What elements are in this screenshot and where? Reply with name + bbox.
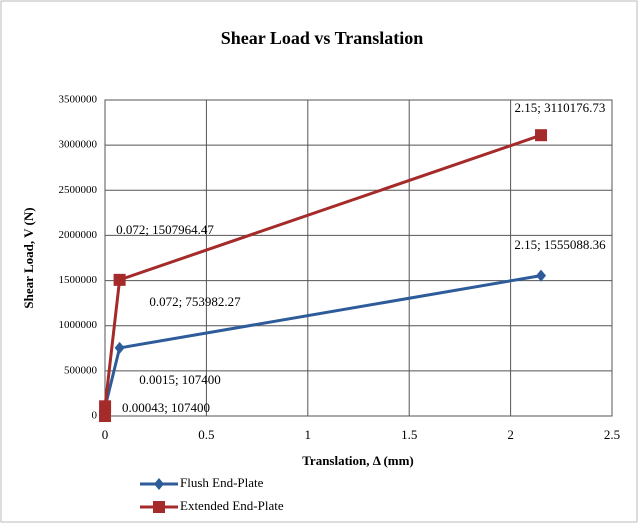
data-label-box: 0.072; 1507964.47 — [116, 222, 214, 237]
y-tick-label: 1500000 — [59, 274, 98, 286]
legend-label: Flush End-Plate — [180, 475, 264, 490]
data-label-box: 0.0015; 107400 — [139, 372, 221, 387]
y-tick-label: 3000000 — [59, 139, 98, 151]
x-tick-label: 1.5 — [401, 427, 417, 442]
marker — [99, 400, 112, 413]
legend-marker — [153, 501, 165, 513]
legend-marker — [154, 478, 164, 490]
marker — [536, 269, 547, 282]
x-tick-label: 0 — [102, 427, 109, 442]
plot-border — [104, 99, 613, 417]
y-tick-label: 2500000 — [59, 184, 98, 196]
x-axis-label: Translation, Δ (mm) — [302, 453, 414, 468]
x-tick-label: 2 — [507, 427, 514, 442]
y-axis-label: Shear Load, V (N) — [21, 207, 36, 308]
data-label-box: 2.15; 3110176.73 — [514, 100, 606, 115]
data-label: 2.15; 3110176.73 — [514, 100, 606, 115]
data-label: 0.072; 753982.27 — [149, 294, 241, 309]
data-label-box: 0.072; 753982.27 — [149, 294, 241, 309]
marker — [99, 410, 111, 422]
data-label: 0.00043; 107400 — [121, 400, 211, 415]
y-tick-label: 0 — [92, 410, 98, 422]
data-label-box: 0.00043; 107400 — [121, 400, 211, 415]
chart-title: Shear Load vs Translation — [221, 28, 424, 48]
data-label: 0.072; 1507964.47 — [116, 222, 214, 237]
x-tick-label: 2.5 — [604, 427, 620, 442]
legend-label: Extended End-Plate — [180, 498, 284, 513]
x-tick-label: 1 — [305, 427, 312, 442]
y-tick-label: 500000 — [64, 364, 98, 376]
y-tick-label: 3500000 — [59, 94, 98, 106]
data-label: 2.15; 1555088.36 — [514, 237, 606, 252]
data-label-box: 2.15; 1555088.36 — [514, 237, 606, 252]
marker — [113, 273, 126, 286]
marker — [535, 129, 548, 142]
data-label: 0.0015; 107400 — [139, 372, 221, 387]
y-tick-label: 1000000 — [59, 319, 98, 331]
marker — [114, 341, 125, 354]
y-tick-label: 2000000 — [59, 229, 98, 241]
x-tick-label: 0.5 — [198, 427, 214, 442]
